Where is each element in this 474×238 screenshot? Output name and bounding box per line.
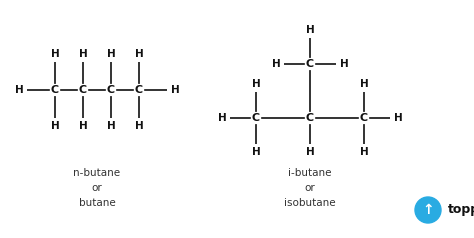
Text: H: H	[360, 79, 368, 89]
Text: C: C	[306, 113, 314, 123]
Text: C: C	[135, 85, 143, 95]
Text: i-butane
or
isobutane: i-butane or isobutane	[284, 168, 336, 208]
Text: H: H	[51, 49, 59, 59]
Text: H: H	[107, 121, 115, 131]
Text: H: H	[360, 147, 368, 157]
Text: H: H	[340, 59, 348, 69]
Text: H: H	[171, 85, 179, 95]
Text: H: H	[393, 113, 402, 123]
Text: H: H	[306, 25, 314, 35]
Text: H: H	[79, 121, 87, 131]
Text: C: C	[107, 85, 115, 95]
Text: H: H	[51, 121, 59, 131]
Text: H: H	[252, 147, 260, 157]
Text: H: H	[252, 79, 260, 89]
Text: n-butane
or
butane: n-butane or butane	[73, 168, 120, 208]
Text: H: H	[79, 49, 87, 59]
Text: H: H	[15, 85, 23, 95]
Text: ↑: ↑	[422, 203, 434, 217]
Text: H: H	[306, 147, 314, 157]
Text: C: C	[360, 113, 368, 123]
Text: H: H	[135, 49, 143, 59]
Text: H: H	[107, 49, 115, 59]
Circle shape	[415, 197, 441, 223]
Text: C: C	[252, 113, 260, 123]
Text: toppr: toppr	[448, 203, 474, 217]
Text: C: C	[306, 59, 314, 69]
Text: H: H	[218, 113, 227, 123]
Text: C: C	[51, 85, 59, 95]
Text: C: C	[79, 85, 87, 95]
Text: H: H	[272, 59, 281, 69]
Text: H: H	[135, 121, 143, 131]
